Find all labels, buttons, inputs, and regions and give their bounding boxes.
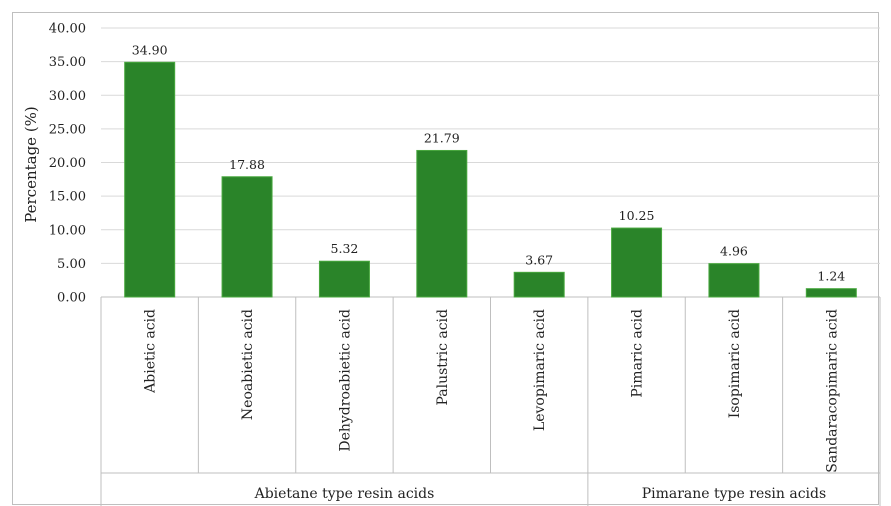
chart-border	[12, 12, 879, 505]
data-label: 4.96	[720, 244, 748, 259]
y-tick-label: 35.00	[49, 55, 86, 70]
y-tick-label: 5.00	[57, 257, 86, 272]
x-tick-label: Dehydroabietic acid	[337, 309, 353, 452]
data-label: 1.24	[817, 269, 845, 284]
x-tick-label: Abietic acid	[143, 309, 159, 394]
bar	[318, 260, 370, 298]
group-label: Pimarane type resin acids	[642, 486, 826, 502]
bar	[124, 61, 176, 298]
bar	[708, 263, 760, 298]
data-label: 5.32	[331, 241, 359, 256]
data-label: 34.90	[132, 42, 168, 57]
y-tick-label: 0.00	[57, 291, 86, 306]
x-tick-label: Isopimaric acid	[727, 309, 743, 418]
bar	[611, 227, 663, 298]
y-tick-label: 40.00	[49, 22, 86, 37]
y-axis-title: Percentage (%)	[22, 106, 40, 223]
y-tick-label: 30.00	[49, 89, 86, 104]
y-tick-label: 15.00	[49, 190, 86, 205]
y-tick-label: 10.00	[49, 223, 86, 238]
y-tick-label: 25.00	[49, 122, 86, 137]
x-tick-label: Sandaracopimaric acid	[824, 309, 840, 473]
x-tick-label: Levopimaric acid	[532, 309, 548, 431]
x-tick-label: Neoabietic acid	[240, 309, 256, 420]
data-label: 17.88	[229, 157, 265, 172]
group-label: Abietane type resin acids	[254, 486, 435, 502]
x-tick-label: Palustric acid	[435, 309, 451, 406]
data-label: 10.25	[619, 208, 655, 223]
x-tick-label: Pimaric acid	[630, 309, 646, 398]
bar	[805, 288, 857, 298]
bar	[513, 271, 565, 298]
data-label: 3.67	[525, 252, 553, 267]
y-tick-label: 20.00	[49, 156, 86, 171]
bar	[221, 176, 273, 298]
bar	[416, 149, 468, 298]
data-label: 21.79	[424, 130, 460, 145]
